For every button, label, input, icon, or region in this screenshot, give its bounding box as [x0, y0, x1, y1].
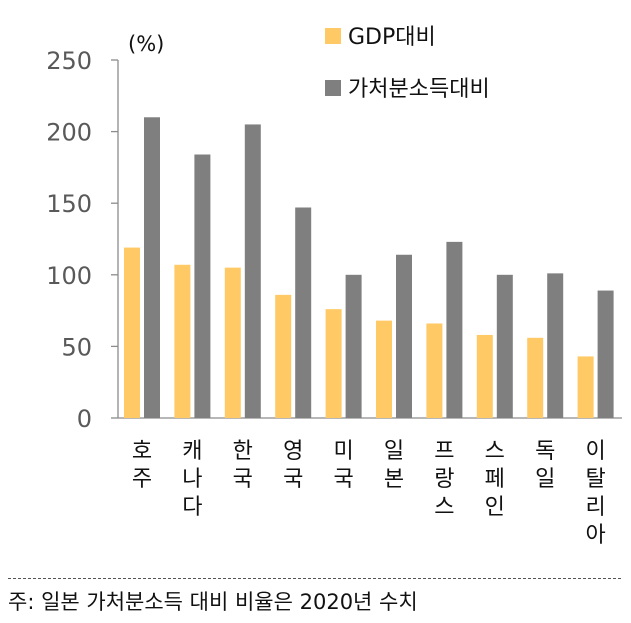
bar-disposable-income [295, 207, 312, 418]
y-tick-label: 100 [46, 262, 92, 290]
unit-label: (%) [128, 32, 164, 56]
y-axis: 0 50 100 150 200 250 [46, 47, 119, 433]
footnote: 주: 일본 가처분소득 대비 비율은 2020년 수치 [8, 590, 418, 614]
bar-disposable-income [597, 290, 614, 418]
legend-label: 가처분소득대비 [348, 77, 490, 102]
y-tick-label: 200 [46, 119, 92, 147]
legend-swatch [325, 28, 341, 44]
bars [124, 117, 614, 418]
legend-label: GDP대비 [348, 25, 436, 50]
footnote-divider [8, 578, 621, 579]
bar-gdp [124, 247, 140, 418]
y-tick-label: 150 [46, 190, 92, 218]
bar-gdp [476, 334, 493, 418]
bar-disposable-income [345, 274, 362, 418]
bar-gdp [426, 323, 443, 418]
bar-gdp [224, 267, 241, 418]
y-tick-label: 50 [61, 333, 92, 361]
y-tick-label: 0 [77, 405, 92, 433]
bar-gdp [577, 356, 594, 418]
bar-disposable-income [244, 124, 261, 418]
y-tick-label: 250 [46, 47, 92, 75]
bar-chart: 0 50 100 150 200 250 호 주 캐 나 다 한 국 영 국 미 국 일 본 프 랑 스 스 페 인 독 일 이 탈 리… [46, 25, 622, 548]
x-axis: 호 주 캐 나 다 한 국 영 국 미 국 일 본 프 랑 스 스 페 인 독 일 이 탈 리 아 [118, 417, 622, 548]
bar-disposable-income [496, 274, 513, 418]
bar-disposable-income [446, 241, 463, 418]
bar-gdp [527, 337, 544, 418]
bar-disposable-income [144, 117, 160, 418]
bar-disposable-income [547, 273, 564, 418]
bar-gdp [376, 320, 392, 418]
legend-swatch [325, 80, 341, 96]
bar-gdp [174, 264, 191, 418]
bar-disposable-income [194, 154, 211, 418]
bar-disposable-income [396, 254, 412, 418]
bar-gdp [325, 309, 342, 418]
bar-gdp [275, 294, 292, 418]
